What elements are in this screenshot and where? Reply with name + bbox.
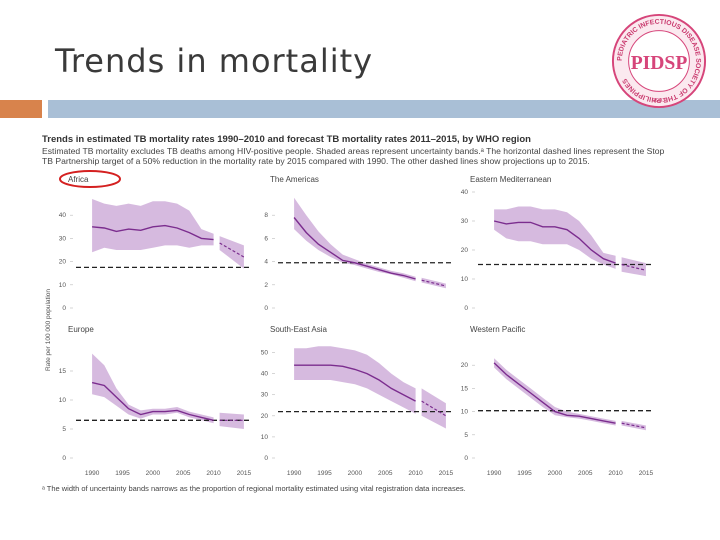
panel-title: Western Pacific — [470, 325, 525, 334]
estimate-line — [92, 224, 214, 241]
projection-line — [421, 279, 447, 287]
uncertainty-band — [494, 358, 616, 426]
slide-title: Trends in mortality — [55, 42, 374, 80]
projection-band — [421, 388, 446, 429]
panel-western-pacific: Western Pacific 0 5 10 15 20 1990 1995 2000 2005 2… — [461, 325, 654, 477]
panel-the-americas: The Americas 0 2 4 6 8 — [264, 175, 452, 312]
y-tick-label: 20 — [261, 413, 269, 420]
y-tick-label: 40 — [461, 189, 469, 196]
y-tick-label: 10 — [59, 282, 67, 289]
x-tick-label: 2000 — [146, 470, 161, 477]
y-tick-label: 40 — [59, 212, 67, 219]
x-tick-label: 2015 — [639, 470, 654, 477]
y-tick-label: 20 — [59, 259, 67, 266]
y-tick-label: 50 — [261, 350, 269, 357]
panel-africa: Africa 0 10 20 30 40 — [59, 170, 250, 312]
panel-europe: Europe 0 5 10 15 1990 1995 2000 2005 2010 2015 — [59, 325, 252, 477]
y-tick-label: 0 — [264, 455, 268, 462]
panel-title: Europe — [68, 325, 94, 334]
y-tick-label: 5 — [62, 426, 66, 433]
y-tick-label: 30 — [261, 392, 269, 399]
x-tick-label: 2010 — [206, 470, 221, 477]
uncertainty-band — [294, 197, 416, 282]
y-tick-label: 30 — [59, 235, 67, 242]
x-tick-label: 1995 — [517, 470, 532, 477]
x-tick-label: 2000 — [548, 470, 563, 477]
y-axis-label: Rate per 100 000 population — [45, 289, 52, 371]
x-tick-label: 2005 — [176, 470, 191, 477]
estimate-line — [293, 217, 416, 280]
x-tick-label: 1995 — [317, 470, 332, 477]
x-tick-label: 2010 — [408, 470, 423, 477]
y-tick-label: 6 — [264, 235, 268, 242]
y-tick-label: 0 — [264, 305, 268, 312]
x-tick-label: 2005 — [378, 470, 393, 477]
y-tick-label: 40 — [261, 371, 269, 378]
y-tick-label: 0 — [464, 455, 468, 462]
y-tick-label: 20 — [461, 362, 469, 369]
uncertainty-band — [294, 346, 416, 414]
x-tick-label: 1990 — [487, 470, 502, 477]
y-tick-label: 15 — [59, 368, 67, 375]
y-tick-label: 2 — [264, 282, 268, 289]
estimate-line — [493, 220, 616, 264]
x-tick-label: 1990 — [287, 470, 302, 477]
panel-title: South-East Asia — [270, 325, 327, 334]
x-tick-label: 1995 — [115, 470, 130, 477]
highlight-ellipse — [59, 170, 121, 188]
y-tick-label: 5 — [464, 432, 468, 439]
y-tick-label: 10 — [261, 434, 269, 441]
uncertainty-band — [92, 353, 214, 424]
panel-south-east-asia: South-East Asia 0 10 20 30 40 50 1990 1995 2000 20… — [261, 325, 454, 477]
y-tick-label: 15 — [461, 385, 469, 392]
panel-title: Africa — [68, 175, 89, 184]
estimate-line — [91, 381, 214, 421]
x-tick-label: 2010 — [608, 470, 623, 477]
x-tick-label: 2000 — [348, 470, 363, 477]
x-tick-label: 2005 — [578, 470, 593, 477]
x-tick-label: 2015 — [439, 470, 454, 477]
x-tick-label: 1990 — [85, 470, 100, 477]
accent-bar-orange — [0, 100, 42, 118]
y-tick-label: 4 — [264, 259, 268, 266]
figure-title: Trends in estimated TB mortality rates 1… — [42, 134, 531, 145]
panel-eastern-mediterranean: Eastern Mediterranean 0 10 20 30 40 — [461, 175, 652, 312]
uncertainty-band — [494, 206, 616, 269]
y-tick-label: 10 — [461, 409, 469, 416]
panel-title: Eastern Mediterranean — [470, 175, 551, 184]
uncertainty-band — [92, 199, 214, 253]
projection-line — [621, 422, 647, 429]
logo-year: 1993 — [652, 98, 666, 104]
logo-text: PIDSP — [631, 53, 688, 74]
projection-line — [621, 263, 647, 271]
projection-band — [621, 257, 646, 277]
y-tick-label: 10 — [59, 397, 67, 404]
y-tick-label: 0 — [464, 305, 468, 312]
y-tick-label: 30 — [461, 218, 469, 225]
figure-footnote: ᵃ The width of uncertainty bands narrows… — [42, 484, 466, 493]
x-tick-label: 2015 — [237, 470, 252, 477]
pidsp-logo: PEDIATRIC INFECTIOUS DISEASE SOCIETY OF … — [611, 13, 707, 109]
estimate-line — [493, 362, 616, 424]
y-tick-label: 0 — [62, 455, 66, 462]
estimate-line — [294, 364, 416, 402]
y-tick-label: 0 — [62, 305, 66, 312]
y-tick-label: 20 — [461, 247, 469, 254]
y-tick-label: 10 — [461, 276, 469, 283]
y-tick-label: 8 — [264, 212, 268, 219]
projection-band — [219, 236, 244, 269]
figure-subtitle: Estimated TB mortality excludes TB death… — [42, 146, 665, 166]
panel-title: The Americas — [270, 175, 319, 184]
accent-bar-blue — [48, 100, 720, 118]
